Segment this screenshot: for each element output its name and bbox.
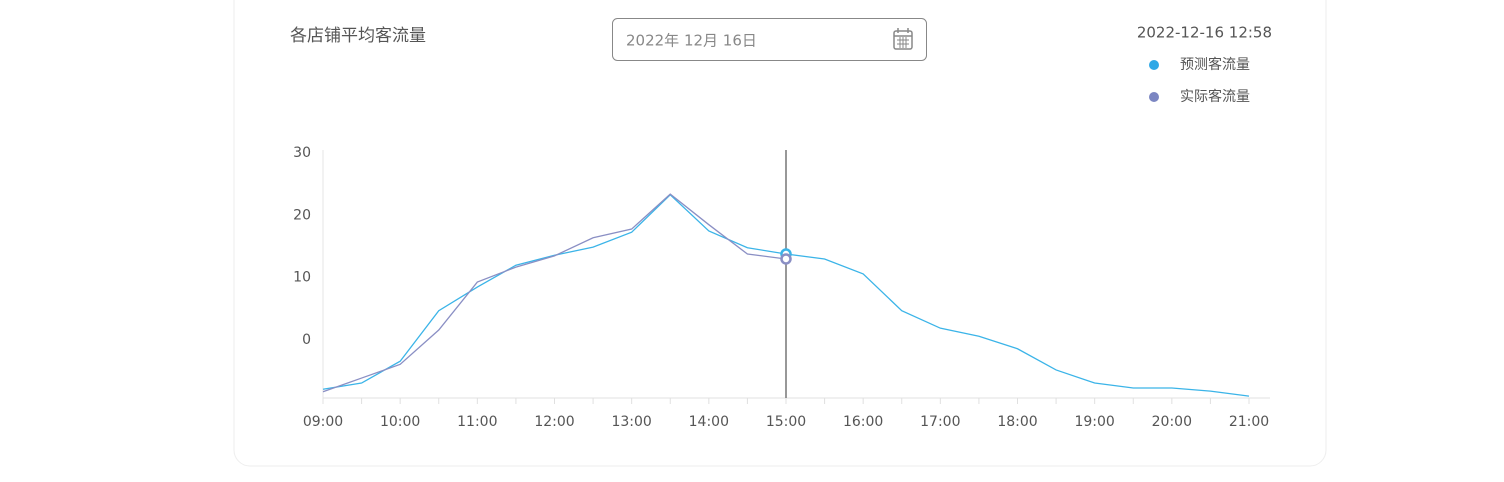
y-tick-label: 0: [302, 332, 311, 348]
timestamp: 2022-12-16 12:58: [1137, 24, 1272, 42]
legend-dot: [1149, 92, 1159, 102]
x-tick-label: 09:00: [303, 414, 343, 430]
x-tick-label: 21:00: [1229, 414, 1269, 430]
date-picker[interactable]: [612, 18, 927, 61]
cursor-point: [780, 253, 792, 265]
chart-title: 各店铺平均客流量: [290, 26, 426, 46]
x-tick-label: 14:00: [689, 414, 729, 430]
x-tick-label: 18:00: [997, 414, 1037, 430]
x-tick-label: 10:00: [380, 414, 420, 430]
y-tick-label: 10: [293, 270, 311, 286]
x-tick-label: 13:00: [611, 414, 651, 430]
x-tick-label: 17:00: [920, 414, 960, 430]
x-tick-label: 15:00: [766, 414, 806, 430]
x-tick-label: 12:00: [534, 414, 574, 430]
legend-label: 实际客流量: [1180, 88, 1250, 105]
y-tick-label: 20: [293, 207, 311, 223]
date-picker-value: 2022年 12月 16日: [626, 32, 757, 50]
x-tick-label: 20:00: [1152, 414, 1192, 430]
legend-dot: [1149, 60, 1159, 70]
series-line: [322, 193, 787, 393]
x-tick-label: 11:00: [457, 414, 497, 430]
y-tick-label: 30: [293, 145, 311, 161]
legend-label: 预测客流量: [1180, 56, 1250, 73]
x-tick-label: 19:00: [1074, 414, 1114, 430]
calendar-icon[interactable]: [893, 28, 913, 50]
card: [233, 0, 1327, 467]
x-tick-label: 16:00: [843, 414, 883, 430]
